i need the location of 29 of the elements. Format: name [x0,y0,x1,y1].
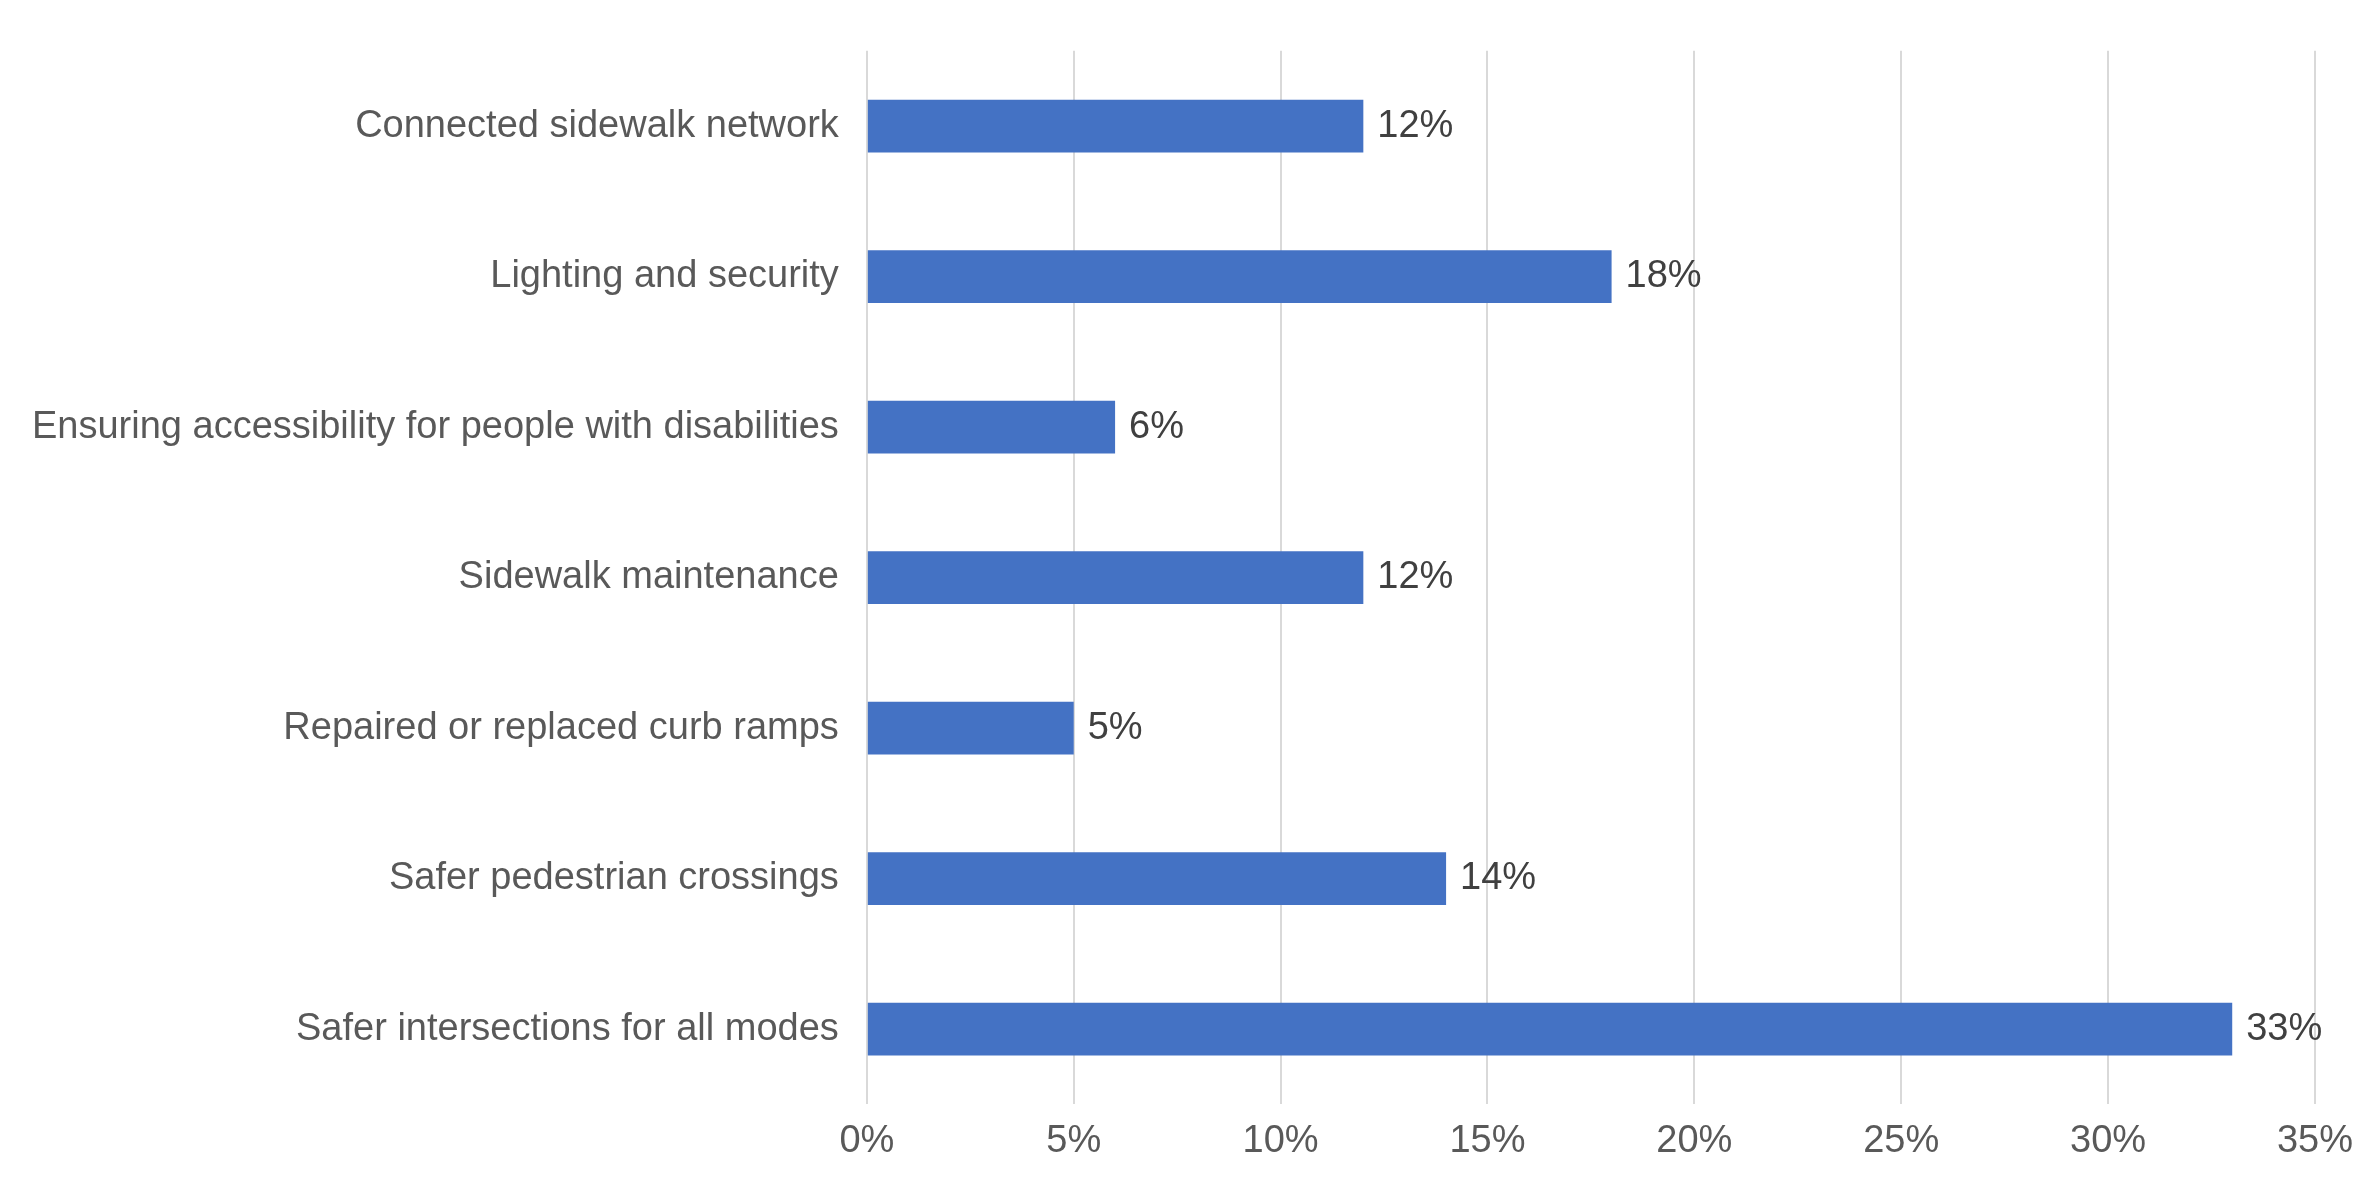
y-tick-label: Safer intersections for all modes [296,1005,839,1048]
y-tick-label: Sidewalk maintenance [458,554,839,597]
bar [867,400,1116,454]
y-tick-label: Repaired or replaced curb ramps [283,704,839,747]
x-tick-label: 5% [1046,1117,1102,1160]
x-tick-label: 0% [839,1117,895,1160]
x-tick-label: 15% [1449,1117,1526,1160]
x-tick-label: 20% [1656,1117,1733,1160]
data-label: 18% [1625,253,1702,296]
data-label: 12% [1377,554,1454,597]
data-label: 5% [1087,704,1143,747]
x-tick-label: 35% [2276,1117,2353,1160]
y-tick-label: Lighting and security [490,253,839,296]
x-tick-label: 25% [1863,1117,1940,1160]
data-label: 6% [1129,403,1185,446]
bar [867,99,1364,153]
bar [867,250,1612,303]
data-label: 33% [2246,1005,2323,1048]
data-label: 12% [1377,102,1454,145]
y-tick-label: Connected sidewalk network [355,102,840,145]
x-tick-label: 10% [1242,1117,1319,1160]
data-label: 14% [1460,855,1537,898]
bar [867,701,1074,755]
bar [867,551,1364,604]
y-tick-label: Ensuring accessibility for people with disabilities [31,403,839,446]
bar [867,852,1447,905]
bar [867,1002,2233,1056]
y-tick-label: Safer pedestrian crossings [388,855,839,898]
x-tick-label: 30% [2070,1117,2147,1160]
